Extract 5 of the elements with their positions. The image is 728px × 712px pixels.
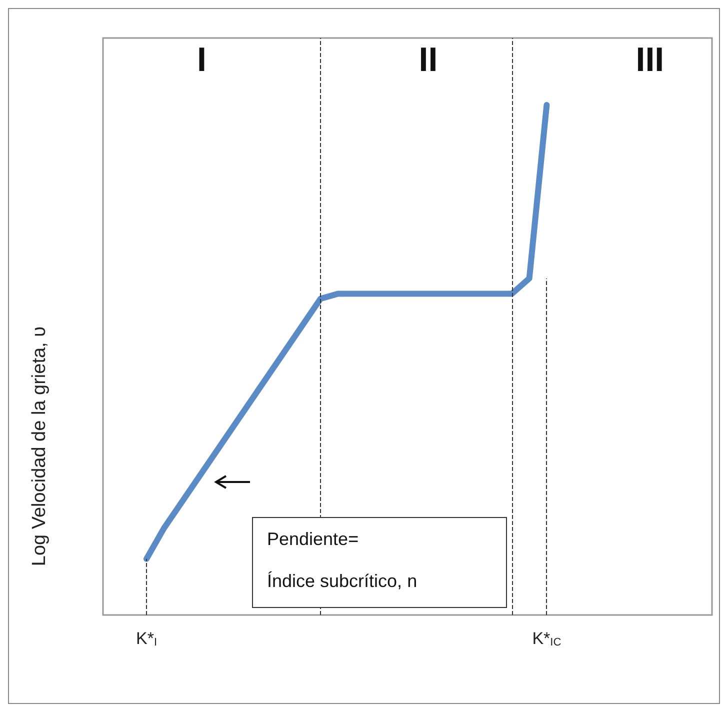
text: I [197,41,206,79]
text: III [636,41,664,79]
note-box: Pendiente= Índice subcrítico, n [252,517,507,608]
y-axis-title: Log Velocidad de la grieta, υ [29,326,50,566]
text: II [418,41,438,79]
